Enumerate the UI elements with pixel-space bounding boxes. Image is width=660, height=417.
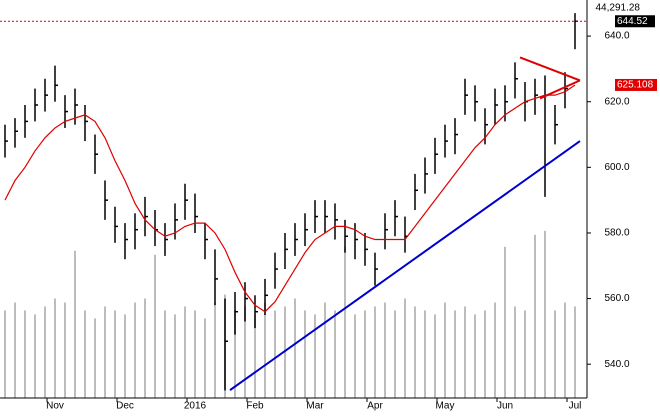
top-label: 44,291.28: [596, 3, 641, 14]
volume-bar: [574, 306, 576, 398]
volume-bar: [384, 302, 386, 398]
volume-bar: [274, 310, 276, 398]
volume-bar: [174, 314, 176, 398]
volume-bar: [44, 306, 46, 398]
volume-bar: [424, 310, 426, 398]
ma-box: [615, 78, 657, 91]
x-tick-label: 2016: [184, 401, 207, 412]
volume-bar: [374, 306, 376, 398]
moving-average: [4, 84, 576, 313]
volume-bar: [484, 310, 486, 398]
volume-bar: [154, 254, 156, 398]
volume-bar: [194, 310, 196, 398]
volume-bar: [134, 302, 136, 398]
volume-bar: [284, 306, 286, 398]
volume-bar: [404, 298, 406, 398]
price-layer: [4, 13, 581, 391]
trendline: [539, 79, 581, 100]
volume-bar: [184, 306, 186, 398]
volume-bar: [334, 310, 336, 398]
y-tick-label: 640.0: [604, 31, 629, 42]
volume-bar: [494, 302, 496, 398]
volume-bar: [544, 230, 546, 398]
x-tick-label: Jun: [497, 401, 513, 412]
volume-bar: [84, 310, 86, 398]
volume-bar: [414, 306, 416, 398]
volume-bar: [104, 306, 106, 398]
y-tick-label: 620.0: [604, 96, 629, 107]
volume-bar: [354, 314, 356, 398]
volume-bar: [514, 306, 516, 398]
y-tick-label: 580.0: [604, 228, 629, 239]
volume-bar: [34, 314, 36, 398]
volume-bar: [244, 306, 246, 398]
last-price-box: [615, 15, 655, 28]
volume-bar: [204, 318, 206, 398]
volume-bar: [74, 250, 76, 398]
volume-bar: [324, 302, 326, 398]
x-tick-label: Feb: [246, 401, 264, 412]
volume-bar: [214, 302, 216, 398]
volume-bar: [294, 298, 296, 398]
volume-bar: [564, 302, 566, 398]
x-tick-label: Mar: [306, 401, 324, 412]
x-tick-label: Jul: [569, 401, 582, 412]
volume-bar: [64, 302, 66, 398]
volume-bar: [454, 310, 456, 398]
volume-bar: [344, 246, 346, 398]
y-tick-label: 600.0: [604, 162, 629, 173]
volume-bar: [464, 306, 466, 398]
x-tick-label: Nov: [46, 401, 64, 412]
volume-bar: [164, 310, 166, 398]
volume-bar: [524, 310, 526, 398]
x-tick-label: May: [436, 401, 455, 412]
y-tick-label: 540.0: [604, 359, 629, 370]
volume-bar: [234, 310, 236, 398]
volume-bar: [14, 302, 16, 398]
volume-bar: [444, 302, 446, 398]
volume-bar: [364, 310, 366, 398]
y-tick-label: 560.0: [604, 293, 629, 304]
x-tick-label: Apr: [367, 401, 383, 412]
volume-bar: [504, 246, 506, 398]
volume-bar: [24, 310, 26, 398]
volume-bar: [4, 310, 6, 398]
volume-bar: [434, 314, 436, 398]
volume-bar: [534, 234, 536, 398]
volume-bar: [94, 318, 96, 398]
volume-bar: [474, 314, 476, 398]
trendline: [229, 140, 581, 391]
volume-bar: [54, 298, 56, 398]
volume-layer: [4, 230, 576, 398]
volume-bar: [304, 310, 306, 398]
volume-bar: [264, 302, 266, 398]
volume-bar: [254, 314, 256, 398]
volume-bar: [124, 314, 126, 398]
trendline: [519, 56, 581, 82]
volume-bar: [114, 310, 116, 398]
volume-bar: [554, 310, 556, 398]
volume-bar: [314, 314, 316, 398]
last-price-label: 644.52: [617, 16, 648, 27]
volume-bar: [144, 298, 146, 398]
ma-label: 625.108: [617, 80, 654, 91]
x-tick-label: Dec: [116, 401, 134, 412]
volume-bar: [394, 310, 396, 398]
